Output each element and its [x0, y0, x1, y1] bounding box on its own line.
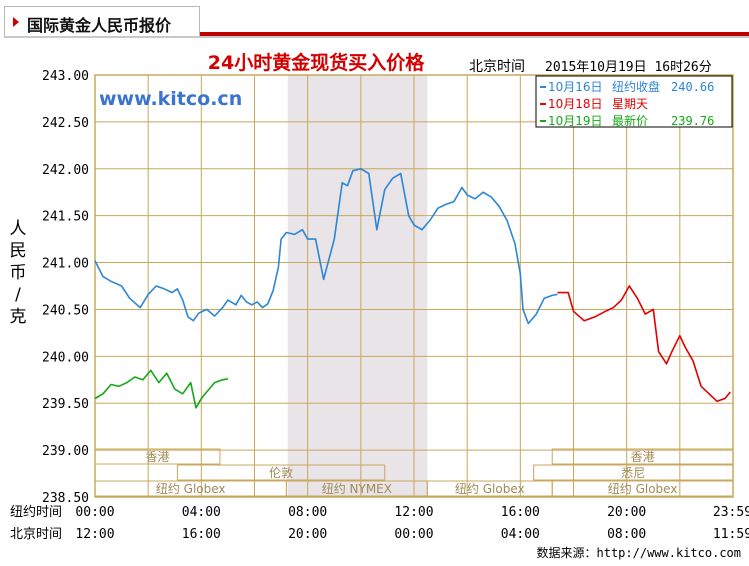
header-underline	[4, 36, 749, 38]
x-tick-label: 20:00	[288, 527, 327, 542]
x-tick-label: 16:00	[501, 505, 540, 520]
y-tick-label: 240.00	[42, 350, 89, 365]
chart-title: 24小时黄金现货买入价格	[208, 51, 425, 74]
x-tick-label: 16:00	[182, 527, 221, 542]
session-label: 香港	[145, 450, 169, 464]
legend-name: 10月19日	[548, 114, 603, 128]
x-tick-label: 08:00	[607, 527, 646, 542]
legend-name: 10月18日	[548, 97, 603, 111]
session-label: 悉尼	[621, 466, 645, 480]
session-label: 纽约 NYMEX	[322, 481, 392, 496]
y-tick-label: 242.50	[42, 116, 89, 131]
legend-name: 10月16日	[548, 80, 603, 94]
legend-label: 星期天	[612, 97, 648, 111]
y-axis-label: 币	[10, 263, 27, 283]
market-closed-band	[287, 75, 428, 497]
y-axis-label: /	[15, 285, 21, 305]
x-axis-row-label: 北京时间	[10, 527, 62, 542]
series-line	[94, 168, 558, 325]
x-axis-row-label: 纽约时间	[10, 505, 62, 520]
session-label: 纽约 Globex	[608, 481, 678, 496]
x-tick-label: 20:00	[607, 505, 646, 520]
x-tick-label: 00:00	[75, 505, 114, 520]
session-label: 纽约 Globex	[455, 481, 525, 496]
y-axis-label: 人	[10, 219, 27, 239]
y-tick-label: 240.50	[42, 303, 89, 318]
y-axis-label: 民	[10, 241, 27, 261]
x-tick-label: 04:00	[182, 505, 221, 520]
y-tick-label: 243.00	[42, 69, 89, 84]
x-tick-label: 11:59	[713, 527, 749, 542]
legend-label: 纽约收盘	[612, 79, 660, 94]
y-tick-label: 238.50	[42, 491, 89, 506]
session-label: 纽约 Globex	[156, 481, 226, 496]
x-tick-label: 00:00	[394, 527, 433, 542]
header-tab: 国际黄金人民币报价	[4, 6, 200, 36]
y-tick-label: 241.00	[42, 257, 89, 272]
legend-label: 最新价	[612, 113, 648, 128]
y-tick-label: 242.00	[42, 163, 89, 178]
y-tick-label: 241.50	[42, 210, 89, 225]
session-box	[551, 480, 734, 497]
session-box	[551, 448, 734, 465]
y-axis-label: 克	[10, 307, 27, 327]
x-tick-label: 08:00	[288, 505, 327, 520]
session-box	[533, 464, 734, 481]
x-tick-label: 12:00	[75, 527, 114, 542]
y-tick-label: 239.00	[42, 444, 89, 459]
series-line	[557, 285, 731, 403]
timestamp-label: 北京时间	[469, 59, 525, 75]
data-source: 数据来源：http://www.kitco.com	[536, 546, 742, 560]
x-tick-label: 04:00	[501, 527, 540, 542]
plot-frame	[94, 74, 734, 498]
session-box	[176, 464, 386, 481]
session-label: 香港	[631, 450, 655, 464]
legend-value: 240.66	[671, 80, 714, 94]
legend-value: 239.76	[671, 114, 714, 128]
timestamp-value: 2015年10月19日 16时26分	[545, 60, 712, 75]
y-tick-label: 239.50	[42, 397, 89, 412]
x-tick-label: 23:59	[713, 505, 749, 520]
tab-title: 国际黄金人民币报价	[27, 16, 172, 35]
legend-box	[535, 75, 733, 128]
session-label: 伦敦	[269, 465, 293, 480]
header-rule	[200, 32, 749, 36]
series-line	[94, 369, 229, 409]
tab-marker-icon	[13, 17, 19, 27]
watermark: www.kitco.cn	[99, 88, 242, 110]
x-tick-label: 12:00	[394, 505, 433, 520]
session-box	[94, 448, 221, 465]
